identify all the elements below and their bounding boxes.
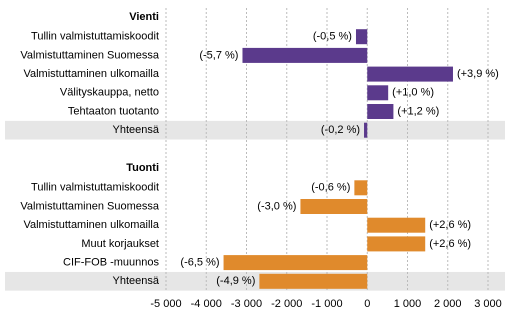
category-label: Yhteensä (113, 275, 160, 287)
total-band (5, 120, 505, 140)
x-tick-label: -5 000 (150, 298, 181, 310)
value-label: (-3,0 %) (257, 200, 296, 212)
value-label: (-5,7 %) (199, 49, 238, 61)
category-label: Valmistuttaminen Suomessa (20, 200, 159, 212)
value-label: (+2,6 %) (429, 238, 471, 250)
bar (367, 85, 389, 101)
bar (367, 66, 453, 82)
x-tick-label: 2 000 (434, 298, 462, 310)
x-tick-label: 1 000 (394, 298, 422, 310)
bar (354, 180, 368, 196)
x-tick-label: -2 000 (271, 298, 302, 310)
value-label: (+1,0 %) (392, 87, 434, 99)
x-tick-label: -4 000 (191, 298, 222, 310)
group-title: Vienti (129, 11, 159, 23)
value-label: (-4,9 %) (216, 275, 255, 287)
value-label: (-0,2 %) (321, 124, 360, 136)
bar (259, 273, 368, 289)
category-label: Tullin valmistuttamiskoodit (31, 182, 159, 194)
value-label: (+2,6 %) (429, 219, 471, 231)
category-label: Tullin valmistuttamiskoodit (31, 31, 159, 43)
group-title: Tuonti (126, 162, 159, 174)
bar (355, 29, 368, 45)
category-label: Valmistuttaminen ulkomailla (23, 68, 159, 80)
category-label: Muut korjaukset (81, 238, 159, 250)
bar (242, 47, 368, 63)
category-label: Valmistuttaminen Suomessa (20, 49, 159, 61)
value-label: (+1,2 %) (397, 105, 439, 117)
category-label: Tehtaaton tuotanto (68, 105, 159, 117)
bar (367, 236, 426, 252)
x-tick-label: 0 (364, 298, 370, 310)
value-label: (-0,5 %) (313, 31, 352, 43)
x-tick-label: 3 000 (474, 298, 502, 310)
bar (367, 217, 426, 233)
value-label: (-6,5 %) (180, 257, 219, 269)
x-tick-label: -1 000 (311, 298, 342, 310)
x-tick-label: -3 000 (231, 298, 262, 310)
value-label: (+3,9 %) (457, 68, 499, 80)
total-band (5, 271, 505, 291)
category-label: Valmistuttaminen ulkomailla (23, 219, 159, 231)
value-label: (-0,6 %) (311, 182, 350, 194)
bar (364, 122, 368, 138)
bar (223, 255, 368, 271)
category-label: CIF-FOB -muunnos (63, 257, 159, 269)
category-label: Välityskauppa, netto (60, 87, 159, 99)
bar (367, 104, 394, 119)
category-label: Yhteensä (113, 124, 160, 136)
bar (300, 199, 368, 214)
